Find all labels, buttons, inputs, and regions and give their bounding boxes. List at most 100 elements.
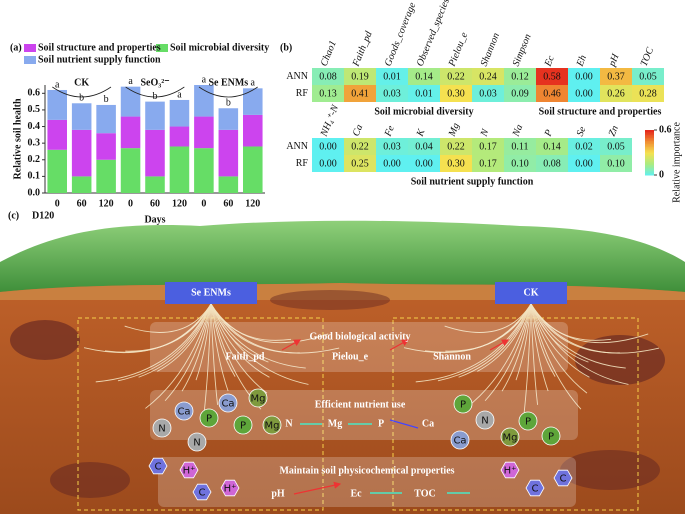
heat-cell: [568, 138, 600, 155]
group-arc: [52, 86, 112, 98]
root: [203, 303, 212, 418]
particle-label: C: [199, 488, 206, 499]
cell-label: 0.00: [575, 158, 593, 169]
heat-cell: [408, 68, 440, 85]
root: [117, 303, 212, 382]
root: [195, 303, 212, 381]
cell-label: 0.00: [383, 158, 401, 169]
bar-segment: [71, 176, 92, 193]
y-axis-label: Relative soil health: [12, 98, 23, 180]
root: [477, 303, 532, 372]
heat-cell: [376, 138, 408, 155]
column-label: Ca: [351, 123, 366, 138]
bar-segment: [47, 119, 67, 150]
box-item: Pielou_e: [332, 351, 369, 362]
colorbar-step: [645, 158, 654, 161]
info-box: [158, 457, 576, 507]
particle-label: P: [240, 421, 246, 432]
root: [501, 303, 532, 392]
particle: [500, 427, 520, 447]
y-tick-label: 0.3: [28, 137, 41, 148]
bar-segment: [145, 101, 165, 130]
charts: 0.0 0.1 0.2 0.3 0.4 0.5 0.6 Relative soil healt…: [12, 0, 682, 225]
colorbar-step: [645, 172, 654, 174]
column-label: Faith_pd: [350, 29, 375, 69]
heat-cell: [472, 138, 504, 155]
labels: (a) (b) (c) D120 Se ENMs CK Good biologi…: [8, 42, 539, 499]
link: [281, 339, 302, 351]
colorbar-step: [645, 170, 654, 173]
root: [458, 303, 532, 378]
heat-cell: [344, 155, 376, 172]
group-arc: [198, 86, 258, 98]
heat-cell: [440, 68, 472, 85]
group-label: Se ENMs: [208, 77, 248, 88]
root: [515, 303, 532, 381]
colorbar-step: [645, 133, 654, 135]
cell-label: 0.26: [607, 88, 625, 99]
significance-letter: a: [55, 79, 60, 90]
root: [210, 303, 329, 344]
heat-cell: [600, 68, 632, 85]
colorbar-step: [645, 173, 654, 176]
link: [293, 481, 342, 495]
y-tick-label: 0.5: [28, 104, 41, 115]
cell-label: 0.22: [351, 141, 369, 152]
heat-cell: [536, 138, 568, 155]
significance-letter: a: [177, 89, 182, 100]
heat-cell: [568, 68, 600, 85]
colorbar-step: [645, 166, 654, 168]
particle: [179, 461, 199, 479]
cell-label: 0.30: [447, 158, 465, 169]
soil-patch: [560, 450, 660, 490]
cell-label: 0.03: [479, 88, 497, 99]
cell-label: 0.10: [607, 158, 625, 169]
bar-segment: [120, 116, 141, 149]
column-label: K: [414, 126, 428, 138]
heat-cell: [632, 85, 664, 102]
box-item: Ec: [350, 488, 362, 499]
bar-segment: [218, 129, 239, 177]
legend-label: Soil nutrient supply function: [38, 54, 161, 65]
root: [530, 303, 590, 378]
heat-cell: [504, 138, 536, 155]
bar-segment: [145, 129, 165, 177]
root: [181, 303, 212, 392]
box-item: Faith_pd: [226, 351, 265, 362]
heat-cell: [312, 138, 344, 155]
colorbar-tick-label: 0: [659, 169, 664, 180]
root: [530, 303, 556, 377]
column-label: Chao1: [319, 39, 339, 68]
particle: [199, 408, 219, 428]
cell-label: 0.25: [351, 158, 369, 169]
legend-swatch: [156, 44, 168, 52]
colorbar-step: [645, 136, 654, 138]
column-label: Pielou_e: [446, 30, 470, 69]
row-label: RF: [296, 88, 309, 99]
x-tick-label: 120: [172, 198, 187, 209]
colorbar-step: [645, 149, 654, 152]
colorbar-label: Relative importance: [671, 122, 682, 203]
row-label: RF: [296, 158, 309, 169]
particle: [218, 393, 238, 413]
y-tick-label: 0.6: [28, 88, 41, 99]
group-label: Soil structure and properties: [539, 106, 662, 117]
cell-label: 0.05: [639, 71, 657, 82]
colorbar-step: [645, 140, 654, 143]
cell-label: 0.08: [319, 71, 337, 82]
legend-label: Soil microbial diversity: [170, 42, 269, 53]
heat-cell: [376, 85, 408, 102]
particle-label: P: [548, 432, 554, 443]
dashed-frame: [392, 317, 639, 511]
heat-cell: [504, 68, 536, 85]
colorbar-step: [645, 137, 654, 140]
root: [415, 303, 532, 383]
cell-label: 0.58: [543, 71, 561, 82]
cell-label: 0.00: [319, 141, 337, 152]
cell-label: 0.03: [383, 141, 401, 152]
root: [465, 303, 532, 409]
cell-label: 0.08: [543, 158, 561, 169]
column-label: Zn: [607, 124, 621, 138]
row-label: ANN: [286, 71, 308, 82]
colorbar-step: [645, 155, 654, 158]
